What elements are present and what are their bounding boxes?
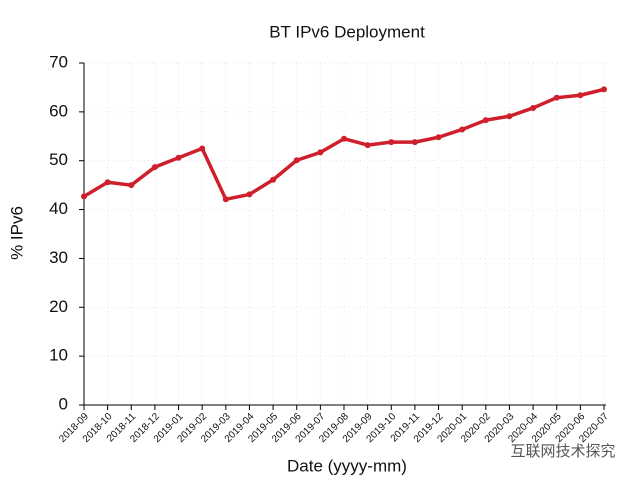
point — [553, 94, 560, 101]
point — [151, 164, 158, 171]
point — [388, 139, 395, 146]
point — [364, 142, 371, 149]
point — [577, 92, 584, 99]
point — [435, 134, 442, 141]
point — [104, 179, 111, 186]
point — [506, 113, 513, 120]
point — [81, 193, 87, 200]
point — [128, 182, 135, 189]
watermark: 互联网技术探究 — [510, 443, 615, 460]
point — [199, 145, 206, 152]
point — [601, 86, 607, 93]
point — [175, 154, 182, 161]
chart-title: BT IPv6 Deployment — [269, 22, 425, 41]
series-line — [83, 87, 605, 202]
point — [341, 135, 347, 142]
y-tick-label: 70 — [49, 52, 68, 71]
y-tick-label: 0 — [59, 394, 68, 413]
point — [411, 139, 418, 146]
point — [222, 196, 229, 203]
y-tick-label: 10 — [49, 346, 68, 365]
point — [317, 149, 324, 156]
y-tick-label: 30 — [49, 248, 68, 267]
point — [482, 117, 489, 124]
point — [459, 126, 466, 133]
x-axis-label: Date (yyyy-mm) — [287, 456, 407, 475]
y-tick-label: 50 — [49, 150, 68, 169]
y-tick-label: 40 — [49, 199, 68, 218]
point — [270, 176, 277, 183]
point — [293, 157, 300, 164]
y-axis-label: % IPv6 — [7, 206, 26, 260]
y-tick-label: 20 — [49, 297, 68, 316]
point — [530, 104, 537, 111]
point — [246, 191, 253, 198]
y-tick-label: 60 — [49, 101, 68, 120]
